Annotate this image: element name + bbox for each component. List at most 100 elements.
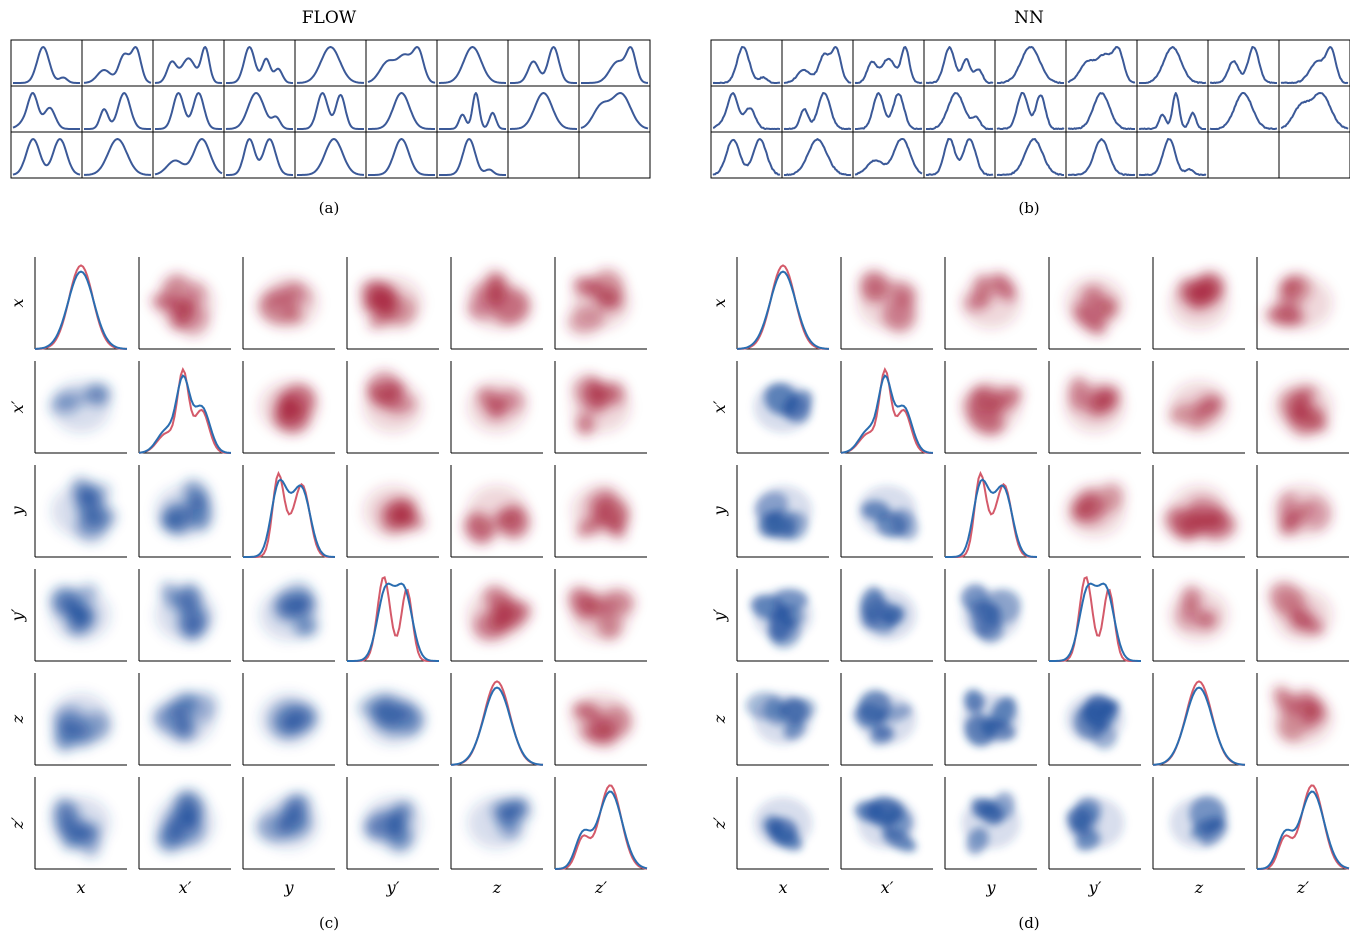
upper-heatmap: [1273, 686, 1333, 745]
density-curve: [1280, 92, 1349, 130]
upper-heatmap: [360, 277, 423, 329]
corner-cell: [1256, 257, 1349, 350]
model-histogram: [243, 478, 336, 558]
upper-heatmap: [464, 485, 530, 544]
corner-cell: [1152, 361, 1245, 454]
row-axis-label: x′: [710, 400, 729, 413]
true-histogram: [243, 470, 335, 558]
corner-cell: [346, 465, 439, 558]
corner-cell: [554, 465, 647, 558]
corner-cell: [736, 257, 830, 350]
model-histogram: [347, 582, 439, 662]
upper-heatmap: [467, 381, 527, 433]
density-curve: [439, 138, 506, 176]
upper-heatmap: [568, 587, 635, 641]
density-curve: [784, 138, 852, 176]
corner-cell: [346, 257, 439, 350]
corner-cell: [554, 257, 647, 350]
upper-heatmap: [1065, 376, 1125, 433]
corner-cell: [736, 777, 829, 870]
density-curve: [367, 46, 436, 84]
grid-cell: [710, 131, 783, 179]
corner-cell: [736, 569, 829, 662]
row-axis-label: y′: [710, 608, 729, 622]
upper-heatmap: [363, 485, 426, 537]
corner-cell: [138, 777, 231, 870]
lower-heatmap: [259, 582, 319, 641]
density-curve: [712, 92, 781, 130]
density-curve: [996, 92, 1065, 130]
upper-heatmap: [257, 277, 319, 329]
density-grid-flow: [10, 39, 651, 179]
corner-cell: [242, 465, 336, 558]
lower-heatmap: [467, 797, 532, 849]
caption-b: (b): [1018, 199, 1039, 217]
corner-cell: [138, 465, 231, 558]
density-curve: [297, 46, 364, 84]
grid-cell: [10, 39, 83, 87]
caption-a: (a): [319, 199, 340, 217]
corner-cell: [944, 569, 1037, 662]
corner-cell: [450, 673, 544, 766]
row-axis-label: z′: [8, 817, 27, 830]
density-curve: [925, 46, 994, 84]
lower-heatmap: [753, 797, 813, 851]
density-curve: [926, 92, 994, 130]
grid-cell: [223, 85, 296, 133]
corner-cell: [346, 569, 439, 662]
lower-heatmap: [152, 692, 218, 745]
lower-heatmap: [51, 693, 111, 751]
upper-heatmap: [1164, 485, 1236, 541]
density-curve: [712, 138, 781, 176]
lower-heatmap: [255, 793, 319, 849]
density-curve: [297, 138, 364, 176]
model-histogram: [840, 374, 934, 454]
upper-heatmap: [1065, 482, 1125, 537]
corner-cell: [34, 673, 127, 766]
density-curve: [925, 138, 994, 176]
lower-heatmap: [155, 582, 215, 641]
density-curve: [1209, 46, 1277, 84]
density-curve: [154, 138, 223, 176]
grid-cell: [1207, 39, 1280, 87]
corner-cell: [1256, 569, 1349, 662]
row-axis-label: x: [710, 298, 729, 307]
col-axis-label: z: [1194, 878, 1204, 897]
corner-cell: [1152, 257, 1245, 350]
lower-heatmap: [961, 791, 1021, 855]
lower-heatmap: [50, 584, 111, 641]
density-curve: [855, 92, 923, 130]
row-axis-label: y: [710, 506, 729, 517]
corner-cell: [242, 673, 335, 766]
upper-heatmap: [1269, 582, 1333, 641]
corner-cell: [450, 361, 543, 454]
upper-heatmap: [567, 269, 631, 335]
corner-plot-nn: x x′ y y′ z z′ x x′ y y′ z z′: [710, 257, 1350, 897]
density-curve: [996, 46, 1064, 84]
true-histogram: [347, 576, 439, 662]
lower-heatmap: [753, 485, 813, 541]
corner-cell: [138, 257, 231, 350]
corner-cell: [944, 257, 1037, 350]
density-curve: [1139, 46, 1207, 84]
corner-cell: [1256, 777, 1350, 870]
corner-cell: [1048, 465, 1141, 558]
density-curve: [1067, 46, 1136, 84]
lower-heatmap: [961, 689, 1021, 747]
grid-cell: [1136, 131, 1209, 179]
upper-heatmap: [1273, 485, 1333, 537]
col-axis-label: z′: [594, 878, 607, 897]
density-curve: [996, 138, 1064, 176]
corner-cell: [554, 361, 647, 454]
upper-heatmap: [961, 381, 1022, 436]
col-axis-label: z′: [1296, 878, 1309, 897]
lower-heatmap: [1169, 795, 1229, 849]
density-curve: [368, 92, 435, 130]
grid-cell: [994, 131, 1067, 179]
density-curve: [83, 46, 152, 84]
corner-cell: [346, 777, 439, 870]
density-curve: [1138, 92, 1206, 130]
density-curve: [581, 46, 648, 84]
corner-cell: [1152, 777, 1245, 870]
corner-cell: [242, 257, 335, 350]
